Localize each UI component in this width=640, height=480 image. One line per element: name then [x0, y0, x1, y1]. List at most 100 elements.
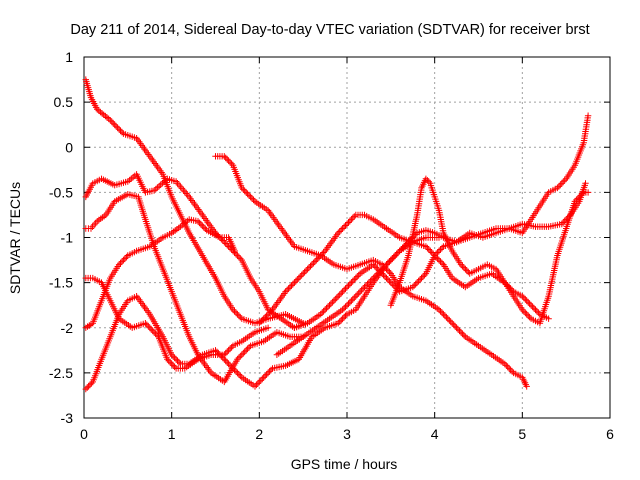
- data-point-sample: [367, 277, 374, 285]
- data-point: [422, 243, 430, 250]
- data-point-sample: [226, 345, 234, 352]
- data-point-sample: [342, 303, 349, 310]
- data-point-sample: [108, 118, 115, 125]
- data-point: [361, 283, 368, 291]
- data-point-sample: [231, 308, 238, 315]
- data-point-sample: [333, 294, 340, 301]
- data-point-sample: [348, 279, 355, 286]
- data-point: [225, 360, 232, 368]
- data-point-sample: [219, 237, 226, 244]
- data-point-sample: [574, 195, 582, 202]
- data-point-sample: [351, 294, 358, 301]
- data-point-sample: [506, 365, 513, 372]
- data-point-sample: [111, 121, 118, 128]
- data-point-sample: [526, 314, 533, 321]
- x-tick-label: 3: [343, 426, 351, 442]
- data-point-sample: [199, 222, 206, 229]
- data-point-sample: [317, 252, 324, 259]
- y-tick-label: -1: [61, 230, 74, 246]
- data-point-sample: [231, 366, 238, 374]
- data-point-sample: [386, 277, 393, 285]
- data-point-sample: [225, 157, 232, 164]
- data-point-sample: [264, 369, 272, 377]
- data-point-sample: [267, 366, 275, 374]
- data-point-sample: [349, 277, 356, 285]
- data-point: [229, 306, 237, 313]
- data-point-sample: [324, 303, 332, 310]
- data-point-sample: [260, 315, 267, 322]
- data-point-sample: [105, 115, 112, 122]
- data-point-sample: [424, 244, 431, 252]
- data-point: [431, 252, 438, 259]
- series-track-5: [82, 216, 238, 331]
- data-point-sample: [342, 312, 349, 319]
- data-point-sample: [365, 279, 373, 286]
- data-point-sample: [403, 240, 411, 247]
- data-point: [142, 320, 149, 327]
- data-point-sample: [117, 127, 124, 134]
- data-point: [251, 383, 259, 390]
- data-point-sample: [456, 327, 463, 334]
- y-tick-label: 0: [65, 139, 73, 155]
- x-tick-label: 5: [518, 426, 526, 442]
- data-point-sample: [352, 274, 359, 282]
- data-point-sample: [297, 273, 304, 280]
- data-point-sample: [427, 247, 434, 255]
- data-point-sample: [235, 253, 243, 261]
- data-point-sample: [359, 285, 367, 292]
- data-point-sample: [286, 283, 294, 291]
- data-point-sample: [234, 369, 241, 377]
- data-point: [370, 274, 377, 282]
- data-point-sample: [440, 311, 447, 318]
- data-point-sample: [362, 282, 370, 289]
- data-point-sample: [390, 282, 397, 289]
- data-point-sample: [338, 290, 345, 297]
- data-point-sample: [397, 246, 405, 253]
- data-point: [387, 256, 394, 264]
- data-point-sample: [228, 344, 235, 351]
- data-point-sample: [259, 375, 266, 383]
- data-point-sample: [259, 317, 266, 324]
- data-point-sample: [167, 359, 174, 366]
- data-point: [449, 320, 456, 327]
- data-point-sample: [577, 192, 584, 199]
- data-point-sample: [437, 258, 444, 265]
- series-track-11: [387, 175, 592, 327]
- data-point-sample: [146, 324, 153, 331]
- data-point-sample: [394, 249, 402, 256]
- data-point-sample: [155, 183, 163, 190]
- data-point: [194, 218, 202, 225]
- data-point-sample: [118, 129, 126, 136]
- data-point-sample: [555, 183, 563, 190]
- data-point: [584, 189, 592, 196]
- data-point-sample: [437, 308, 444, 315]
- data-point-sample: [561, 177, 568, 184]
- data-point-sample: [219, 354, 226, 361]
- data-point-sample: [351, 213, 358, 220]
- data-point-sample: [345, 300, 352, 307]
- data-point-sample: [336, 291, 343, 298]
- data-point: [94, 106, 101, 113]
- data-point-sample: [459, 262, 466, 270]
- data-point: [435, 306, 443, 313]
- data-point-sample: [424, 177, 431, 184]
- data-point-sample: [560, 178, 567, 185]
- data-point-sample: [266, 309, 273, 316]
- data-point-sample: [561, 217, 568, 225]
- data-point-sample: [224, 156, 231, 163]
- data-point: [212, 347, 219, 354]
- data-point-sample: [216, 351, 224, 358]
- data-point-sample: [160, 178, 168, 185]
- data-point-sample: [393, 250, 400, 258]
- data-point-sample: [292, 277, 300, 285]
- data-point-sample: [200, 224, 207, 231]
- data-point-sample: [354, 291, 361, 298]
- data-point-sample: [340, 305, 348, 312]
- data-point-sample: [225, 347, 232, 354]
- data-point-sample: [222, 154, 229, 161]
- data-point: [82, 385, 89, 393]
- data-point: [308, 261, 316, 268]
- data-point: [260, 374, 267, 381]
- data-point-sample: [320, 249, 327, 256]
